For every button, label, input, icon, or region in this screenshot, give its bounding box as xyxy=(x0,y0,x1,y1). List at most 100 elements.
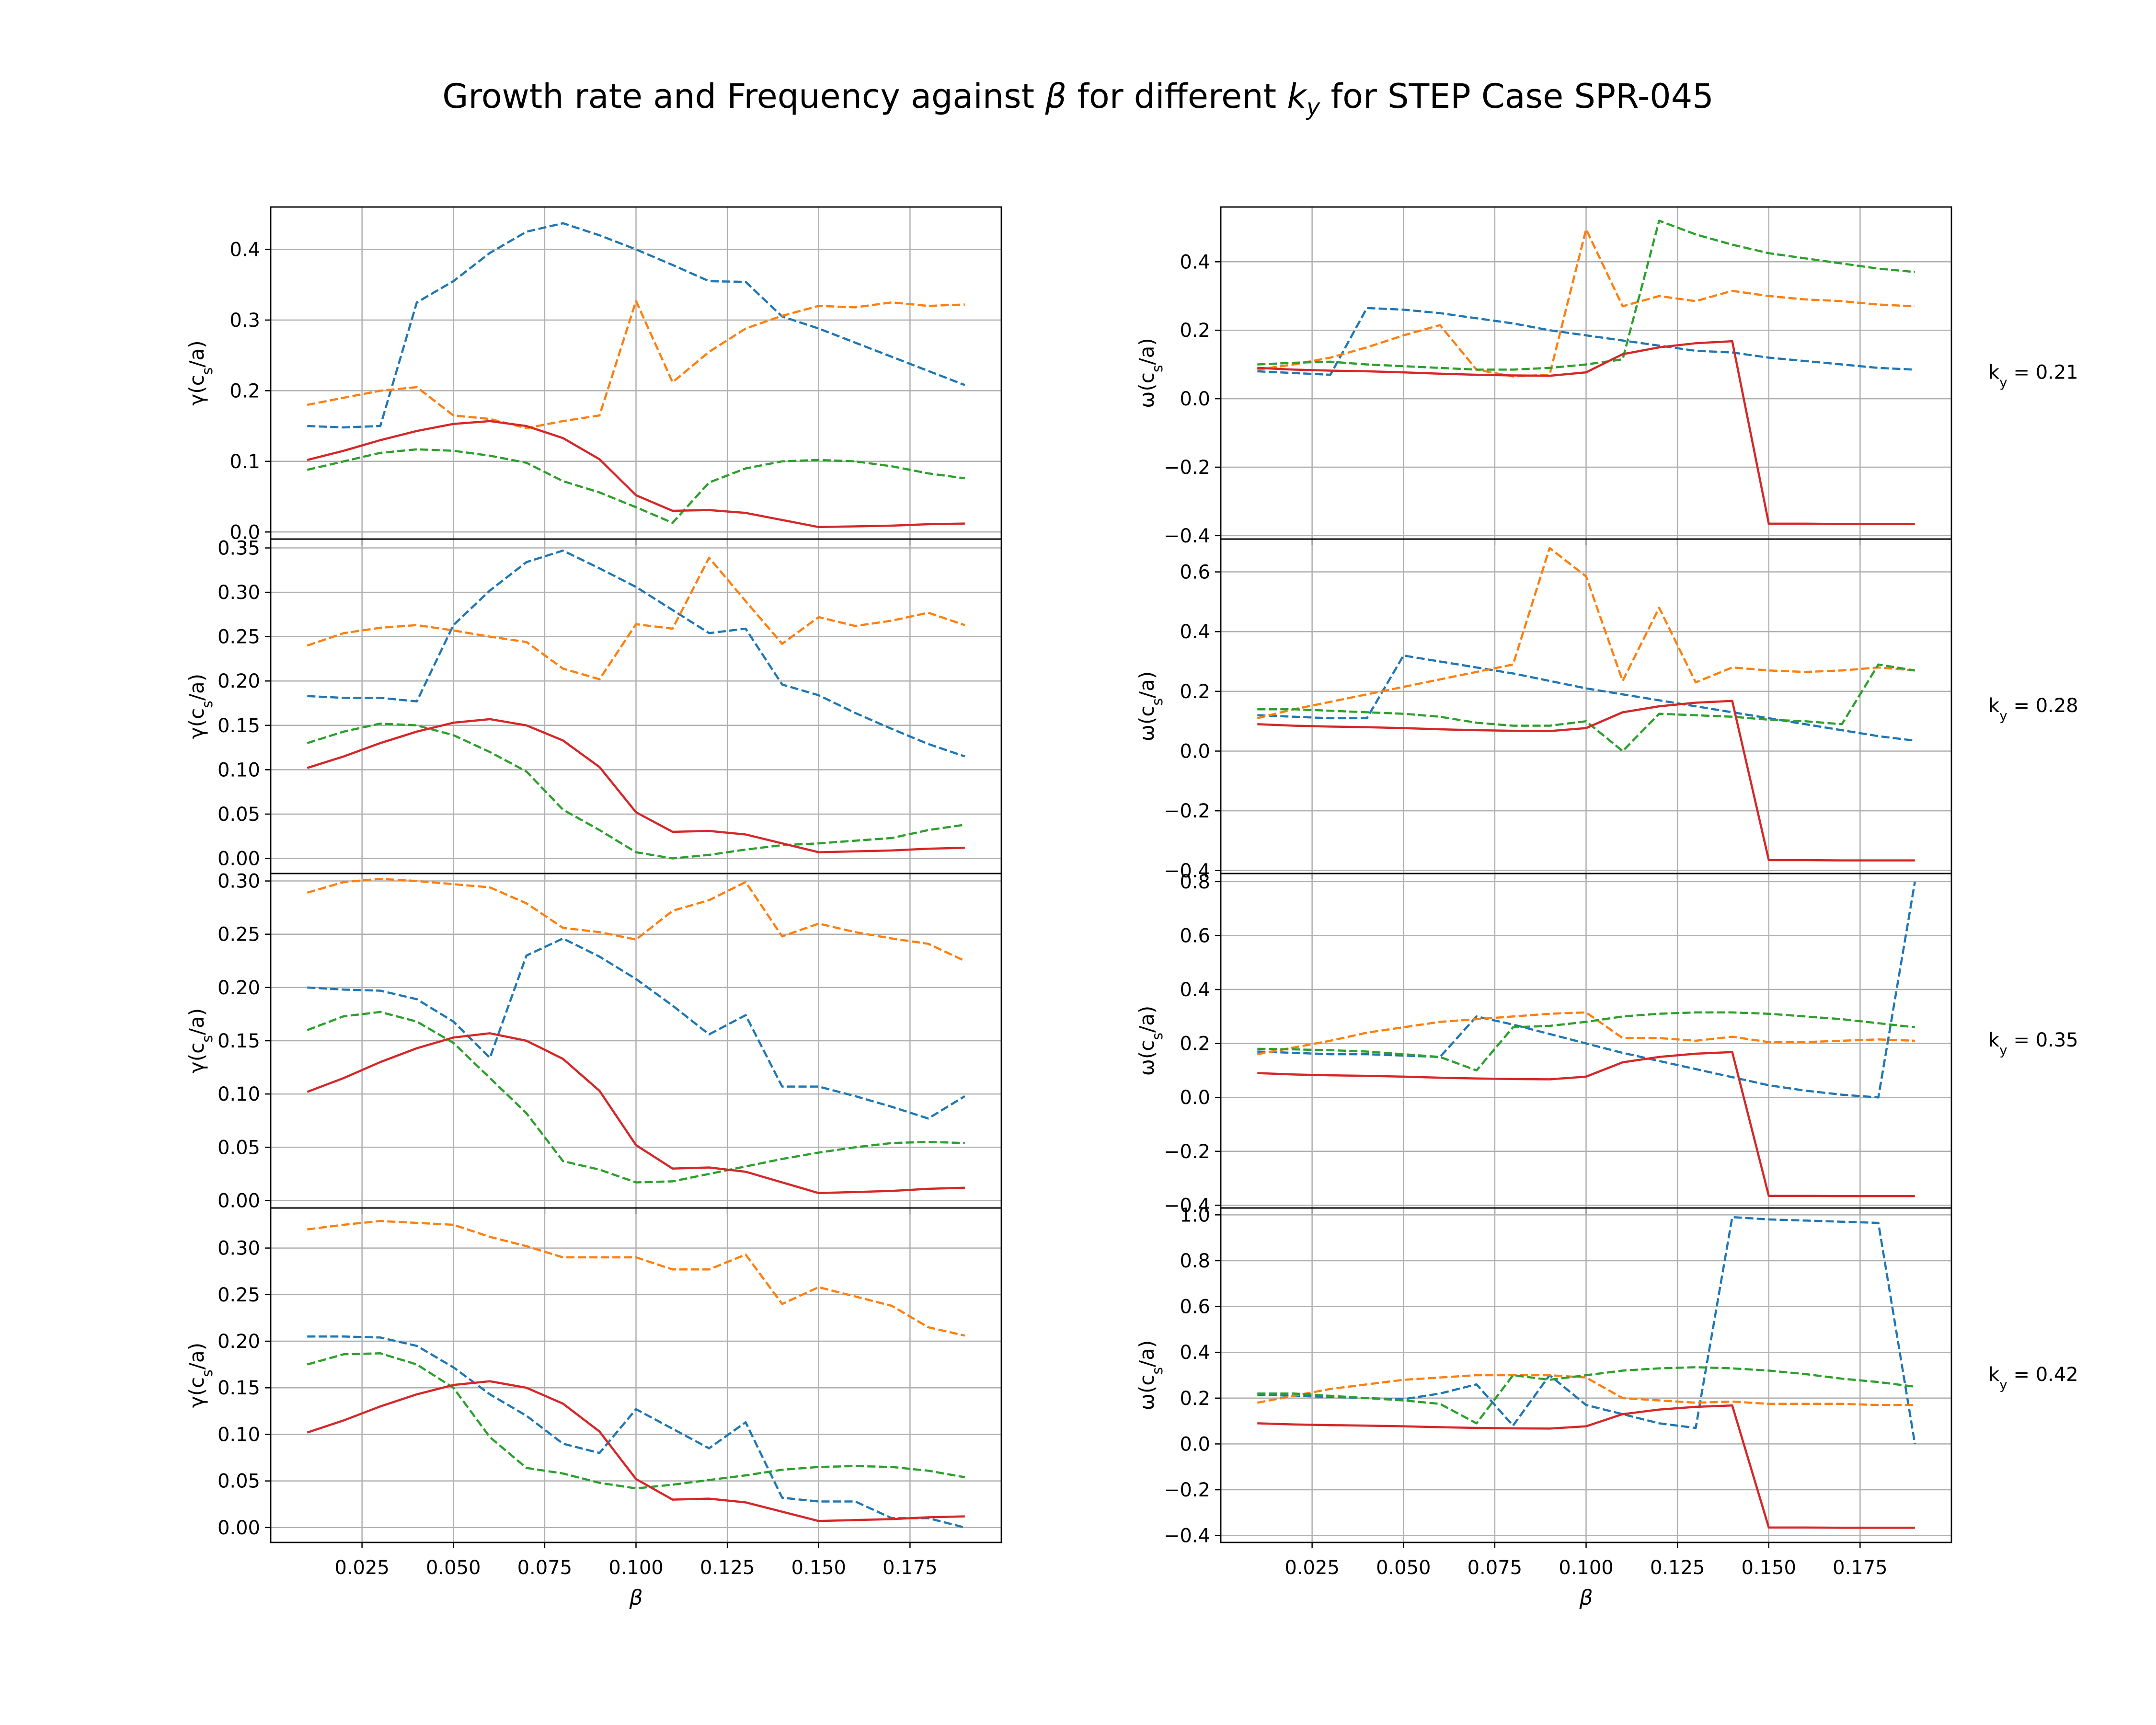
growth-panel-2-series-orange xyxy=(307,556,965,680)
frequency-panel-4-ylabel: ω(cs/a) xyxy=(1135,1340,1166,1411)
frequency-panel-4-series-green xyxy=(1257,1366,1915,1425)
frequency-panel-2-series-red xyxy=(1257,700,1915,862)
frequency-panel-4-xtick-label: 0.150 xyxy=(1741,1557,1796,1579)
frequency-panel-4: −0.4 −0.2 0.0 0.2 0.4 0.6 0.8 1.0 0.025 0.050 0.07… xyxy=(1135,1204,2078,1610)
frequency-panel-3-ytick-label: 0.4 xyxy=(1180,979,1210,1001)
growth-panel-2-ytick-label: 0.30 xyxy=(218,582,260,604)
frequency-panel-1-ylabel: ω(cs/a) xyxy=(1135,338,1166,408)
growth-panel-2-series-red xyxy=(307,718,965,853)
growth-panel-3-ytick-label: 0.00 xyxy=(218,1190,260,1212)
growth-panel-4-xtick-label: 0.075 xyxy=(517,1557,573,1579)
growth-panel-2-ytick-label: 0.05 xyxy=(218,804,260,826)
frequency-panel-1-ytick-label: 0.0 xyxy=(1180,388,1210,410)
growth-panel-1-ytick-label: 0.0 xyxy=(229,521,260,543)
growth-panel-4-ytick-label: 0.10 xyxy=(218,1424,260,1446)
title-beta-symbol: β xyxy=(1045,77,1067,116)
growth-panel-2: 0.00 0.05 0.10 0.15 0.20 0.25 0.30 0.35 γ(cs/a) xyxy=(185,538,1002,879)
frequency-panel-3-ylabel: ω(cs/a) xyxy=(1135,1006,1166,1076)
growth-panel-4-xtick-label: 0.125 xyxy=(700,1557,755,1579)
frequency-panel-3-series-red xyxy=(1257,1051,1915,1197)
growth-panel-4: 0.00 0.05 0.10 0.15 0.20 0.25 0.30 0.025 0.050 0.… xyxy=(185,1207,1002,1610)
frequency-panel-4-series-orange xyxy=(1257,1374,1915,1406)
growth-panel-3-series-blue xyxy=(307,937,965,1120)
frequency-panel-4-xtick-label: 0.075 xyxy=(1468,1557,1523,1579)
frequency-panel-4-xtick-label: 0.050 xyxy=(1376,1557,1431,1579)
growth-panel-1-ytick-label: 0.1 xyxy=(229,451,260,473)
growth-panel-3-ytick-label: 0.25 xyxy=(218,924,260,946)
frequency-panel-2-series-blue xyxy=(1257,654,1915,742)
frequency-panel-3-series-orange xyxy=(1257,1011,1915,1056)
frequency-panel-4-ytick-label: −0.2 xyxy=(1164,1479,1210,1501)
frequency-panel-3: −0.4 −0.2 0.0 0.2 0.4 0.6 0.8 ω(cs/a) ky = 0.35 xyxy=(1135,871,2078,1217)
growth-panel-3-series-green xyxy=(307,1011,965,1184)
frequency-panel-4-xlabel: β xyxy=(1579,1586,1593,1610)
frequency-panel-4-ytick-label: 0.0 xyxy=(1180,1433,1210,1455)
frequency-panel-4-ytick-label: 0.2 xyxy=(1180,1388,1210,1410)
frequency-panel-2-ytick-label: 0.0 xyxy=(1180,740,1210,762)
growth-panel-1-ytick-label: 0.4 xyxy=(229,239,260,261)
frequency-panel-2-ytick-label: 0.6 xyxy=(1180,562,1210,584)
frequency-panel-1: −0.4 −0.2 0.0 0.2 0.4 ω(cs/a) ky = 0.21 xyxy=(1135,206,2078,547)
frequency-panel-1-ytick-label: 0.4 xyxy=(1180,251,1210,273)
frequency-panel-2-ylabel: ω(cs/a) xyxy=(1135,671,1166,742)
frequency-panel-3-ytick-label: −0.2 xyxy=(1164,1141,1210,1163)
frequency-panel-3-ky-label: ky = 0.35 xyxy=(1988,1029,2078,1058)
growth-panel-3-series-orange xyxy=(307,877,965,962)
frequency-panel-2-ytick-label: −0.2 xyxy=(1164,800,1210,822)
frequency-panel-2-series-green xyxy=(1257,663,1915,752)
frequency-panel-1-series-red xyxy=(1257,340,1915,525)
growth-panel-3-ytick-label: 0.20 xyxy=(218,977,260,999)
growth-panel-4-series-red xyxy=(307,1380,965,1522)
frequency-panel-4-xtick-label: 0.100 xyxy=(1559,1557,1614,1579)
frequency-panel-4-series-red xyxy=(1257,1404,1915,1529)
growth-panel-2-ylabel: γ(cs/a) xyxy=(185,674,216,739)
frequency-panel-2-series-orange xyxy=(1257,547,1915,720)
growth-panel-4-xtick-label: 0.025 xyxy=(334,1557,390,1579)
frequency-panel-1-ytick-label: −0.2 xyxy=(1164,457,1210,479)
frequency-panel-1-series-orange xyxy=(1257,228,1915,378)
growth-panel-1-series-orange xyxy=(307,299,965,429)
frequency-panel-4-ytick-label: 0.4 xyxy=(1180,1342,1210,1364)
frequency-panel-2-ytick-label: 0.4 xyxy=(1180,621,1210,643)
growth-panel-3-series-red xyxy=(307,1032,965,1195)
frequency-panel-1-series-green xyxy=(1257,219,1915,371)
frequency-panel-3-ytick-label: 0.8 xyxy=(1180,871,1210,893)
growth-panel-4-xtick-label: 0.175 xyxy=(883,1557,938,1579)
growth-panel-3-ytick-label: 0.15 xyxy=(218,1030,260,1052)
title-part-middle: for different xyxy=(1067,77,1287,116)
growth-panel-4-ytick-label: 0.25 xyxy=(218,1284,260,1306)
growth-panel-3-ylabel: γ(cs/a) xyxy=(185,1008,216,1073)
frequency-panel-2-ytick-label: −0.4 xyxy=(1164,860,1210,882)
frequency-panel-3-series-green xyxy=(1257,1011,1915,1072)
growth-panel-3: 0.00 0.05 0.10 0.15 0.20 0.25 0.30 γ(cs/a) xyxy=(185,871,1002,1214)
frequency-panel-3-ytick-label: −0.4 xyxy=(1164,1195,1210,1217)
growth-panel-2-ytick-label: 0.00 xyxy=(218,848,260,870)
frequency-panel-2-ky-label: ky = 0.28 xyxy=(1988,695,2078,724)
growth-panel-2-ytick-label: 0.35 xyxy=(218,538,260,560)
growth-panel-2-series-blue xyxy=(307,549,965,758)
frequency-panel-4-ytick-label: 0.6 xyxy=(1180,1296,1210,1318)
title-k-subscript: y xyxy=(1306,94,1320,121)
growth-panel-1-ytick-label: 0.3 xyxy=(229,310,260,332)
frequency-panel-4-ytick-label: 0.8 xyxy=(1180,1250,1210,1272)
growth-panel-3-ytick-label: 0.30 xyxy=(218,871,260,893)
growth-panel-1: 0.0 0.1 0.2 0.3 0.4 γ(cs/a) xyxy=(185,206,1002,545)
figure-title: Growth rate and Frequency against β for … xyxy=(0,77,2156,121)
frequency-panel-2: −0.4 −0.2 0.0 0.2 0.4 0.6 ω(cs/a) ky = 0.28 xyxy=(1135,538,2078,882)
growth-panel-2-ytick-label: 0.10 xyxy=(218,759,260,781)
frequency-panel-3-series-blue xyxy=(1257,881,1916,1099)
frequency-panel-4-ky-label: ky = 0.42 xyxy=(1988,1364,2078,1392)
growth-panel-1-series-blue xyxy=(307,222,965,429)
growth-panel-2-ytick-label: 0.20 xyxy=(218,670,260,692)
frequency-panel-4-ytick-label: −0.4 xyxy=(1164,1525,1210,1547)
title-part-after: for STEP Case SPR-045 xyxy=(1320,77,1714,116)
frequency-panel-4-xtick-label: 0.025 xyxy=(1284,1557,1340,1579)
growth-panel-3-ytick-label: 0.10 xyxy=(218,1083,260,1105)
growth-panel-4-xtick-label: 0.050 xyxy=(426,1557,481,1579)
growth-panel-1-ytick-label: 0.2 xyxy=(229,380,260,402)
growth-panel-4-series-orange xyxy=(307,1219,965,1337)
frequency-panel-4-xtick-label: 0.125 xyxy=(1650,1557,1705,1579)
growth-panel-2-ytick-label: 0.25 xyxy=(218,626,260,648)
title-k-symbol: k xyxy=(1287,77,1307,116)
